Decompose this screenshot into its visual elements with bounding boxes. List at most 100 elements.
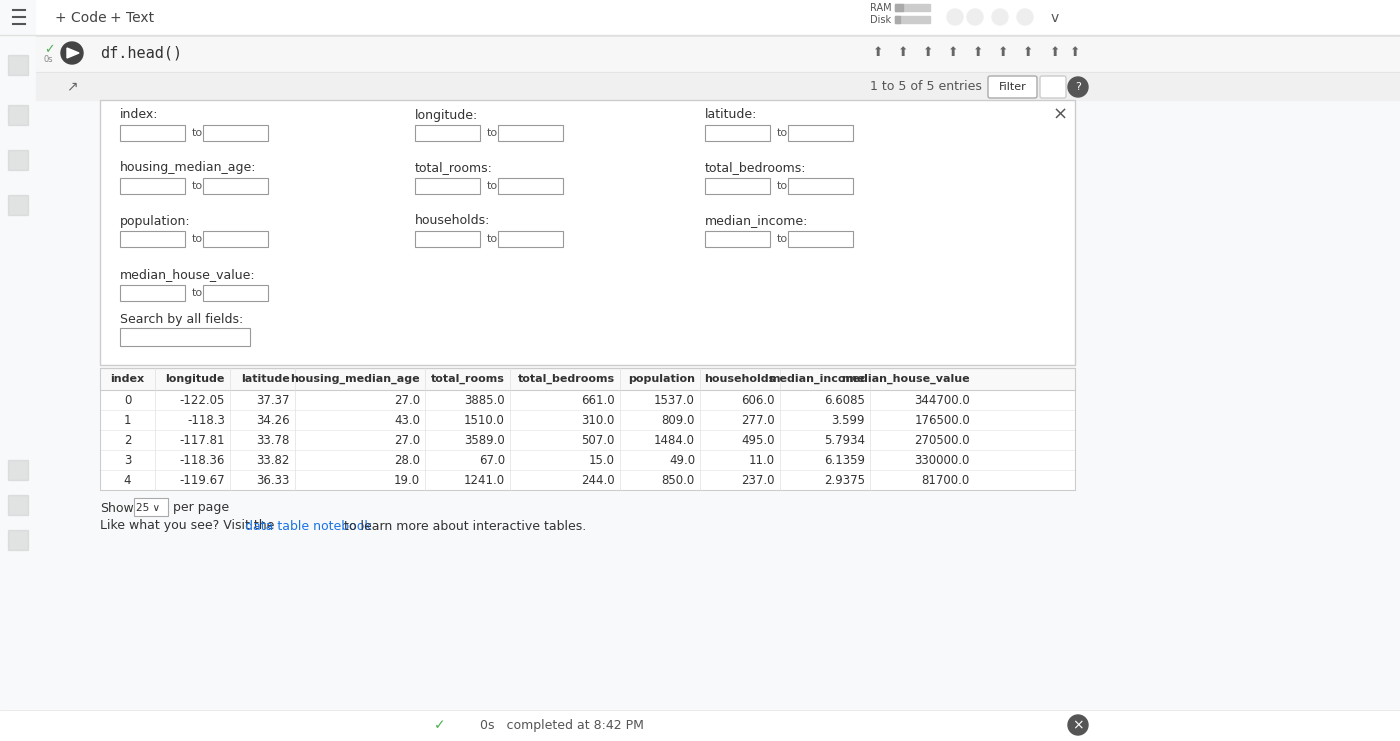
Text: 4: 4 [123,473,132,487]
Text: housing_median_age: housing_median_age [290,374,420,384]
Text: to: to [487,181,498,191]
Text: 1 to 5 of 5 entries: 1 to 5 of 5 entries [869,79,981,93]
Text: ⬆: ⬆ [948,47,958,59]
Text: 277.0: 277.0 [742,413,776,427]
Text: ↗: ↗ [66,79,78,93]
Text: 661.0: 661.0 [581,393,615,407]
Text: latitude:: latitude: [706,108,757,122]
Text: 81700.0: 81700.0 [921,473,970,487]
FancyBboxPatch shape [414,231,480,247]
Text: 244.0: 244.0 [581,473,615,487]
Bar [99,410,1075,430]
Bar [0,710,1400,741]
Text: households:: households: [414,214,490,227]
Text: -118.36: -118.36 [179,453,225,467]
FancyBboxPatch shape [134,498,168,516]
Text: 1484.0: 1484.0 [654,433,694,447]
FancyBboxPatch shape [203,178,267,194]
Text: 507.0: 507.0 [581,433,615,447]
Text: Search by all fields:: Search by all fields: [120,313,244,327]
FancyBboxPatch shape [706,231,770,247]
Text: ⬆: ⬆ [872,47,883,59]
FancyBboxPatch shape [706,178,770,194]
Text: total_bedrooms:: total_bedrooms: [706,162,806,174]
Text: 809.0: 809.0 [662,413,694,427]
Text: median_income: median_income [769,374,865,384]
Text: v: v [1051,11,1060,25]
Bar [99,430,1075,450]
Text: 27.0: 27.0 [393,393,420,407]
Text: 67.0: 67.0 [479,453,505,467]
Text: 0: 0 [123,393,132,407]
Bar [8,55,28,75]
FancyBboxPatch shape [203,231,267,247]
Text: 2.9375: 2.9375 [825,473,865,487]
FancyBboxPatch shape [788,231,853,247]
Text: 19.0: 19.0 [393,473,420,487]
Text: households: households [704,374,776,384]
Bar [8,105,28,125]
Text: 1241.0: 1241.0 [463,473,505,487]
FancyBboxPatch shape [988,76,1037,98]
Text: 33.78: 33.78 [256,433,290,447]
Text: 37.37: 37.37 [256,393,290,407]
Text: median_house_value:: median_house_value: [120,268,256,282]
Text: data table notebook: data table notebook [245,519,371,533]
Bar [0,0,35,741]
FancyBboxPatch shape [498,125,563,141]
Circle shape [1068,715,1088,735]
Bar [99,470,1075,490]
FancyBboxPatch shape [498,231,563,247]
Text: population:: population: [120,214,190,227]
Bar [8,530,28,550]
FancyBboxPatch shape [706,125,770,141]
Text: ×: × [1072,718,1084,732]
Bar [8,460,28,480]
Text: 11.0: 11.0 [749,453,776,467]
Text: ⬆: ⬆ [1023,47,1033,59]
Text: 28.0: 28.0 [393,453,420,467]
Text: ×: × [1053,106,1068,124]
Circle shape [1016,9,1033,25]
FancyBboxPatch shape [1040,76,1065,98]
Text: ⬆: ⬆ [1050,47,1060,59]
Bar [36,36,1400,72]
Text: to: to [192,234,203,244]
Text: to learn more about interactive tables.: to learn more about interactive tables. [340,519,587,533]
Text: + Text: + Text [111,11,154,25]
Bar [895,16,930,23]
Text: to: to [777,181,788,191]
Text: to: to [487,234,498,244]
Text: median_house_value: median_house_value [841,374,970,384]
Text: 43.0: 43.0 [393,413,420,427]
FancyBboxPatch shape [120,231,185,247]
Text: 344700.0: 344700.0 [914,393,970,407]
Text: total_bedrooms: total_bedrooms [518,374,615,384]
Text: 25 ∨: 25 ∨ [136,503,160,513]
Text: 3885.0: 3885.0 [465,393,505,407]
Bar [36,72,1400,100]
Text: -122.05: -122.05 [179,393,225,407]
Text: to: to [192,288,203,298]
Text: -117.81: -117.81 [179,433,225,447]
FancyBboxPatch shape [120,125,185,141]
Text: 2: 2 [123,433,132,447]
Circle shape [1068,77,1088,97]
FancyBboxPatch shape [120,178,185,194]
Text: 33.82: 33.82 [256,453,290,467]
Text: to: to [777,128,788,138]
Text: housing_median_age:: housing_median_age: [120,162,256,174]
Bar [8,150,28,170]
Text: latitude: latitude [241,374,290,384]
Text: 850.0: 850.0 [662,473,694,487]
Circle shape [946,9,963,25]
Text: Show: Show [99,502,134,514]
FancyBboxPatch shape [414,125,480,141]
Text: ⬆: ⬆ [998,47,1008,59]
Text: 237.0: 237.0 [742,473,776,487]
Text: 15.0: 15.0 [589,453,615,467]
Text: ✓: ✓ [43,44,55,56]
Text: Disk: Disk [869,15,892,25]
Bar [99,368,1075,390]
Text: to: to [192,128,203,138]
